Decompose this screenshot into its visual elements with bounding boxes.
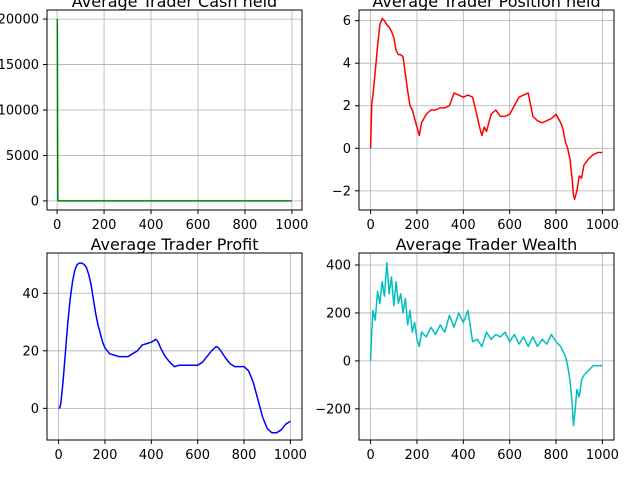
y-tick-label: 40 (22, 287, 39, 302)
y-tick-label: 400 (326, 258, 351, 273)
x-tick-label: 800 (233, 218, 258, 233)
y-tick-label: 20000 (0, 13, 39, 28)
x-tick-label: 200 (93, 448, 118, 463)
x-tick-label: 400 (139, 448, 164, 463)
y-tick-label: 15000 (0, 58, 39, 73)
x-tick-label: 800 (544, 218, 569, 233)
y-tick-label: 10000 (0, 104, 39, 119)
chart-title: Average Trader Wealth (396, 235, 578, 254)
y-tick-label: 4 (343, 57, 351, 72)
series-line (369, 261, 603, 427)
y-tick-label: 0 (343, 142, 351, 157)
x-tick-label: 1000 (274, 448, 307, 463)
y-tick-label: −200 (315, 402, 351, 417)
subplot-3: 0 200 400 600 800 1000 0 20 40 Average Trader Pro… (22, 235, 307, 463)
x-tick-label: 800 (232, 448, 257, 463)
y-tick-label: 0 (31, 402, 39, 417)
series-line (58, 262, 291, 434)
x-tick-label: 200 (92, 218, 117, 233)
y-tick-label: 2 (343, 99, 351, 114)
y-tick-label: 5000 (6, 149, 39, 164)
y-tick-label: 0 (31, 194, 39, 209)
x-tick-label: 800 (544, 448, 569, 463)
y-tick-label: 200 (326, 306, 351, 321)
y-tick-label: 20 (22, 344, 39, 359)
chart-title: Average Trader Cash held (72, 0, 277, 11)
x-tick-label: 600 (185, 448, 210, 463)
x-tick-label: 400 (451, 218, 476, 233)
x-tick-label: 1000 (586, 448, 619, 463)
subplot-2: 0 200 400 600 800 1000 −2 0 2 4 6 Average Trader Po… (332, 0, 619, 233)
x-tick-label: 600 (497, 218, 522, 233)
subplot-1: 0 200 400 600 800 100005000100001500020000Ave… (0, 0, 308, 233)
axes-frame (46, 252, 303, 441)
x-tick-label: 200 (405, 448, 430, 463)
y-tick-label: 6 (343, 14, 351, 29)
x-tick-label: 0 (53, 218, 61, 233)
x-tick-label: 1000 (586, 218, 619, 233)
x-tick-label: 600 (186, 218, 211, 233)
x-tick-label: 600 (497, 448, 522, 463)
x-tick-label: 200 (405, 218, 430, 233)
x-tick-label: 400 (451, 448, 476, 463)
y-tick-label: 0 (343, 354, 351, 369)
x-tick-label: 1000 (275, 218, 308, 233)
chart-title: Average Trader Profit (91, 235, 259, 254)
x-tick-label: 400 (139, 218, 164, 233)
series-line (369, 17, 603, 201)
chart-title: Average Trader Position held (372, 0, 600, 11)
y-tick-label: −2 (332, 184, 351, 199)
x-tick-label: 0 (54, 448, 62, 463)
series-line (56, 18, 292, 202)
x-tick-label: 0 (366, 218, 374, 233)
subplot-4: 0 200 400 600 800 1000 −200 0 200 400 Average Trad… (315, 235, 619, 463)
x-tick-label: 0 (366, 448, 374, 463)
axes-frame (358, 9, 615, 211)
axes-frame (358, 252, 615, 441)
